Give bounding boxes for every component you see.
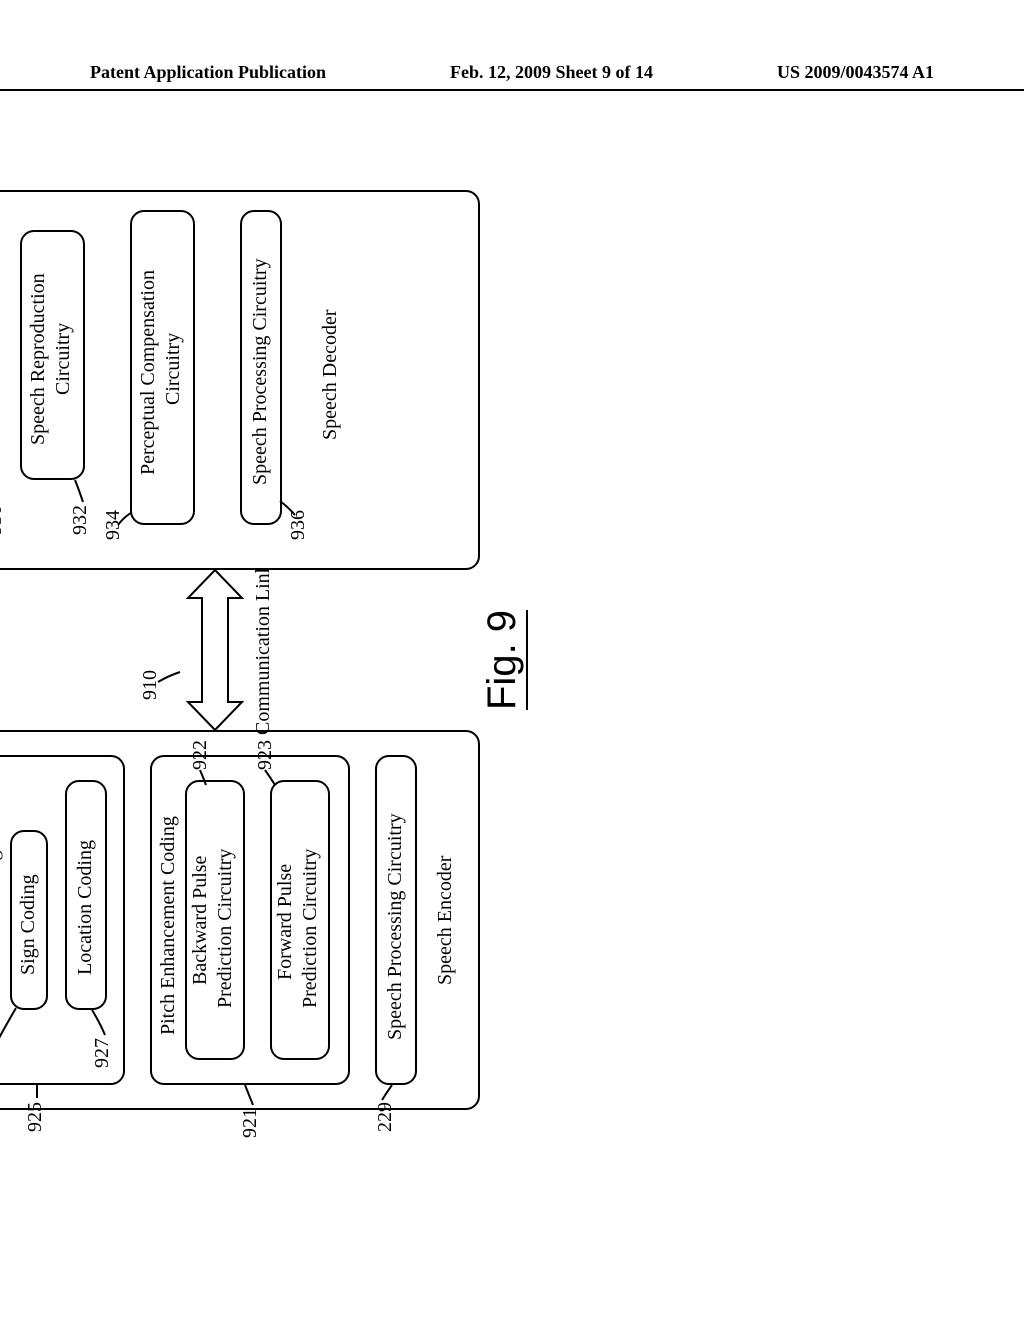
ref-932-leader: [75, 477, 90, 502]
figure-caption: Fig. 9: [480, 610, 525, 710]
ref-932: 932: [70, 505, 91, 535]
perc-comp-l2: Circuitry: [163, 333, 184, 405]
ref-925-leader: [36, 1084, 38, 1098]
forward-l2: Prediction Circuitry: [300, 849, 321, 1008]
ref-936-leader: [280, 495, 295, 515]
ref-925: 925: [25, 1102, 46, 1132]
speech-repro-l1: Speech Reproduction: [28, 273, 49, 445]
ref-930: 930: [0, 505, 6, 535]
pitch-enh-label: Pitch Enhancement Coding: [158, 816, 179, 1035]
ref-910-leader: [158, 662, 183, 682]
ref-921: 921: [240, 1108, 261, 1138]
ref-934-leader: [118, 505, 133, 525]
location-coding-label: Location Coding: [75, 840, 96, 975]
patent-page: Patent Application Publication Feb. 12, …: [0, 0, 1024, 1320]
sign-coding-label: Sign Coding: [18, 874, 39, 975]
figure-9-diagram: 900 920 Main Pulse Coding 925 Sig: [20, 310, 1000, 990]
backward-l2: Prediction Circuitry: [215, 849, 236, 1008]
speech-decoder-caption: Speech Decoder: [320, 310, 341, 441]
header-left: Patent Application Publication: [90, 62, 326, 83]
ref-926-leader: [0, 1000, 28, 1040]
speech-repro-l2: Circuitry: [53, 323, 74, 395]
ref-927: 927: [92, 1038, 113, 1068]
forward-l1: Forward Pulse: [275, 864, 296, 980]
enc-proc-label: Speech Processing Circuitry: [385, 813, 406, 1040]
page-header: Patent Application Publication Feb. 12, …: [0, 62, 1024, 91]
ref-921-leader: [245, 1080, 265, 1105]
speech-encoder-caption: Speech Encoder: [435, 856, 456, 985]
dec-proc-label: Speech Processing Circuitry: [250, 258, 271, 485]
header-center: Feb. 12, 2009 Sheet 9 of 14: [450, 62, 653, 83]
ref-229-leader: [382, 1080, 397, 1100]
ref-229: 229: [375, 1102, 396, 1132]
perc-comp-l1: Perceptual Compensation: [138, 270, 159, 475]
figure-caption-text: Fig. 9: [480, 610, 528, 710]
ref-922-leader: [200, 765, 215, 785]
header-right: US 2009/0043574 A1: [777, 62, 934, 83]
main-pulse-label: Main Pulse Coding: [0, 851, 3, 1005]
diagram-canvas: 900 920 Main Pulse Coding 925 Sig: [0, 160, 550, 1140]
ref-923-leader: [265, 765, 280, 785]
comm-link-label: Communication Link: [253, 563, 274, 735]
ref-927-leader: [90, 1005, 110, 1035]
backward-l1: Backward Pulse: [190, 856, 211, 985]
